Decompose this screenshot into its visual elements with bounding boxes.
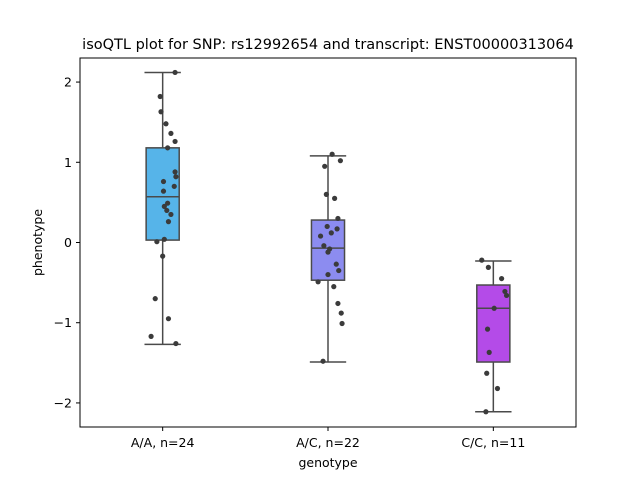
data-point	[158, 109, 164, 115]
data-point	[168, 211, 174, 218]
data-point	[334, 226, 340, 232]
data-point	[323, 191, 329, 197]
data-point	[335, 300, 341, 307]
data-point	[165, 316, 172, 322]
data-point	[333, 261, 339, 267]
data-point	[339, 320, 345, 327]
data-point	[499, 275, 505, 282]
data-point	[479, 257, 485, 263]
data-point	[502, 288, 508, 295]
data-point	[161, 203, 167, 210]
data-point	[165, 145, 171, 151]
data-point	[171, 183, 177, 189]
data-point	[320, 358, 326, 364]
data-point	[332, 195, 338, 201]
data-point	[503, 292, 510, 299]
data-point	[317, 233, 324, 239]
data-point	[165, 200, 171, 206]
y-axis-label: phenotype	[30, 209, 45, 276]
data-point	[154, 239, 160, 245]
data-point	[484, 326, 491, 332]
iqr-box	[476, 284, 511, 363]
data-point	[337, 158, 343, 164]
data-point	[329, 151, 335, 157]
data-point	[160, 253, 166, 259]
x-tick-label: C/C, n=11	[461, 435, 525, 450]
data-point	[160, 188, 167, 194]
data-point	[331, 284, 337, 290]
data-point	[335, 215, 341, 222]
data-point	[161, 236, 167, 242]
plot-marks	[144, 69, 512, 415]
iqr-box	[145, 147, 180, 241]
data-point	[163, 121, 169, 127]
y-tick-label: 0	[64, 235, 72, 250]
data-point	[173, 340, 179, 347]
data-point	[327, 246, 333, 252]
data-point	[484, 370, 490, 376]
data-point	[157, 93, 163, 100]
x-tick-label: A/A, n=24	[131, 435, 195, 450]
data-point	[485, 264, 491, 270]
data-point	[486, 349, 492, 355]
data-point	[491, 305, 497, 311]
y-tick-label: −2	[54, 395, 72, 410]
x-axis-label: genotype	[298, 455, 357, 470]
chart-title: isoQTL plot for SNP: rs12992654 and tran…	[82, 37, 574, 53]
y-tick-label: 2	[64, 75, 72, 90]
y-tick-label: −1	[54, 315, 72, 330]
x-tick-label: A/C, n=22	[296, 435, 360, 450]
data-point	[160, 178, 167, 185]
data-point	[322, 163, 328, 169]
data-point	[324, 223, 330, 230]
data-point	[494, 385, 501, 392]
data-point	[172, 169, 178, 175]
y-tick-label: 1	[64, 155, 72, 170]
data-point	[321, 243, 327, 249]
data-point	[336, 267, 342, 274]
data-point	[152, 296, 158, 302]
data-point	[325, 271, 331, 278]
axes: −2 −1 0 1 2 A/A, n=24 A/C, n=22 C/C, n=11	[54, 75, 526, 450]
data-point	[315, 279, 321, 285]
box-group-1	[144, 71, 181, 346]
data-point	[148, 333, 154, 339]
data-point	[483, 409, 489, 415]
data-point	[173, 174, 179, 180]
data-point	[328, 230, 334, 236]
data-point	[168, 130, 174, 137]
data-point	[165, 219, 172, 225]
data-point	[172, 69, 178, 76]
box-group-3	[475, 260, 512, 413]
data-point	[338, 310, 344, 316]
data-point	[172, 138, 178, 145]
data-point	[164, 207, 170, 214]
